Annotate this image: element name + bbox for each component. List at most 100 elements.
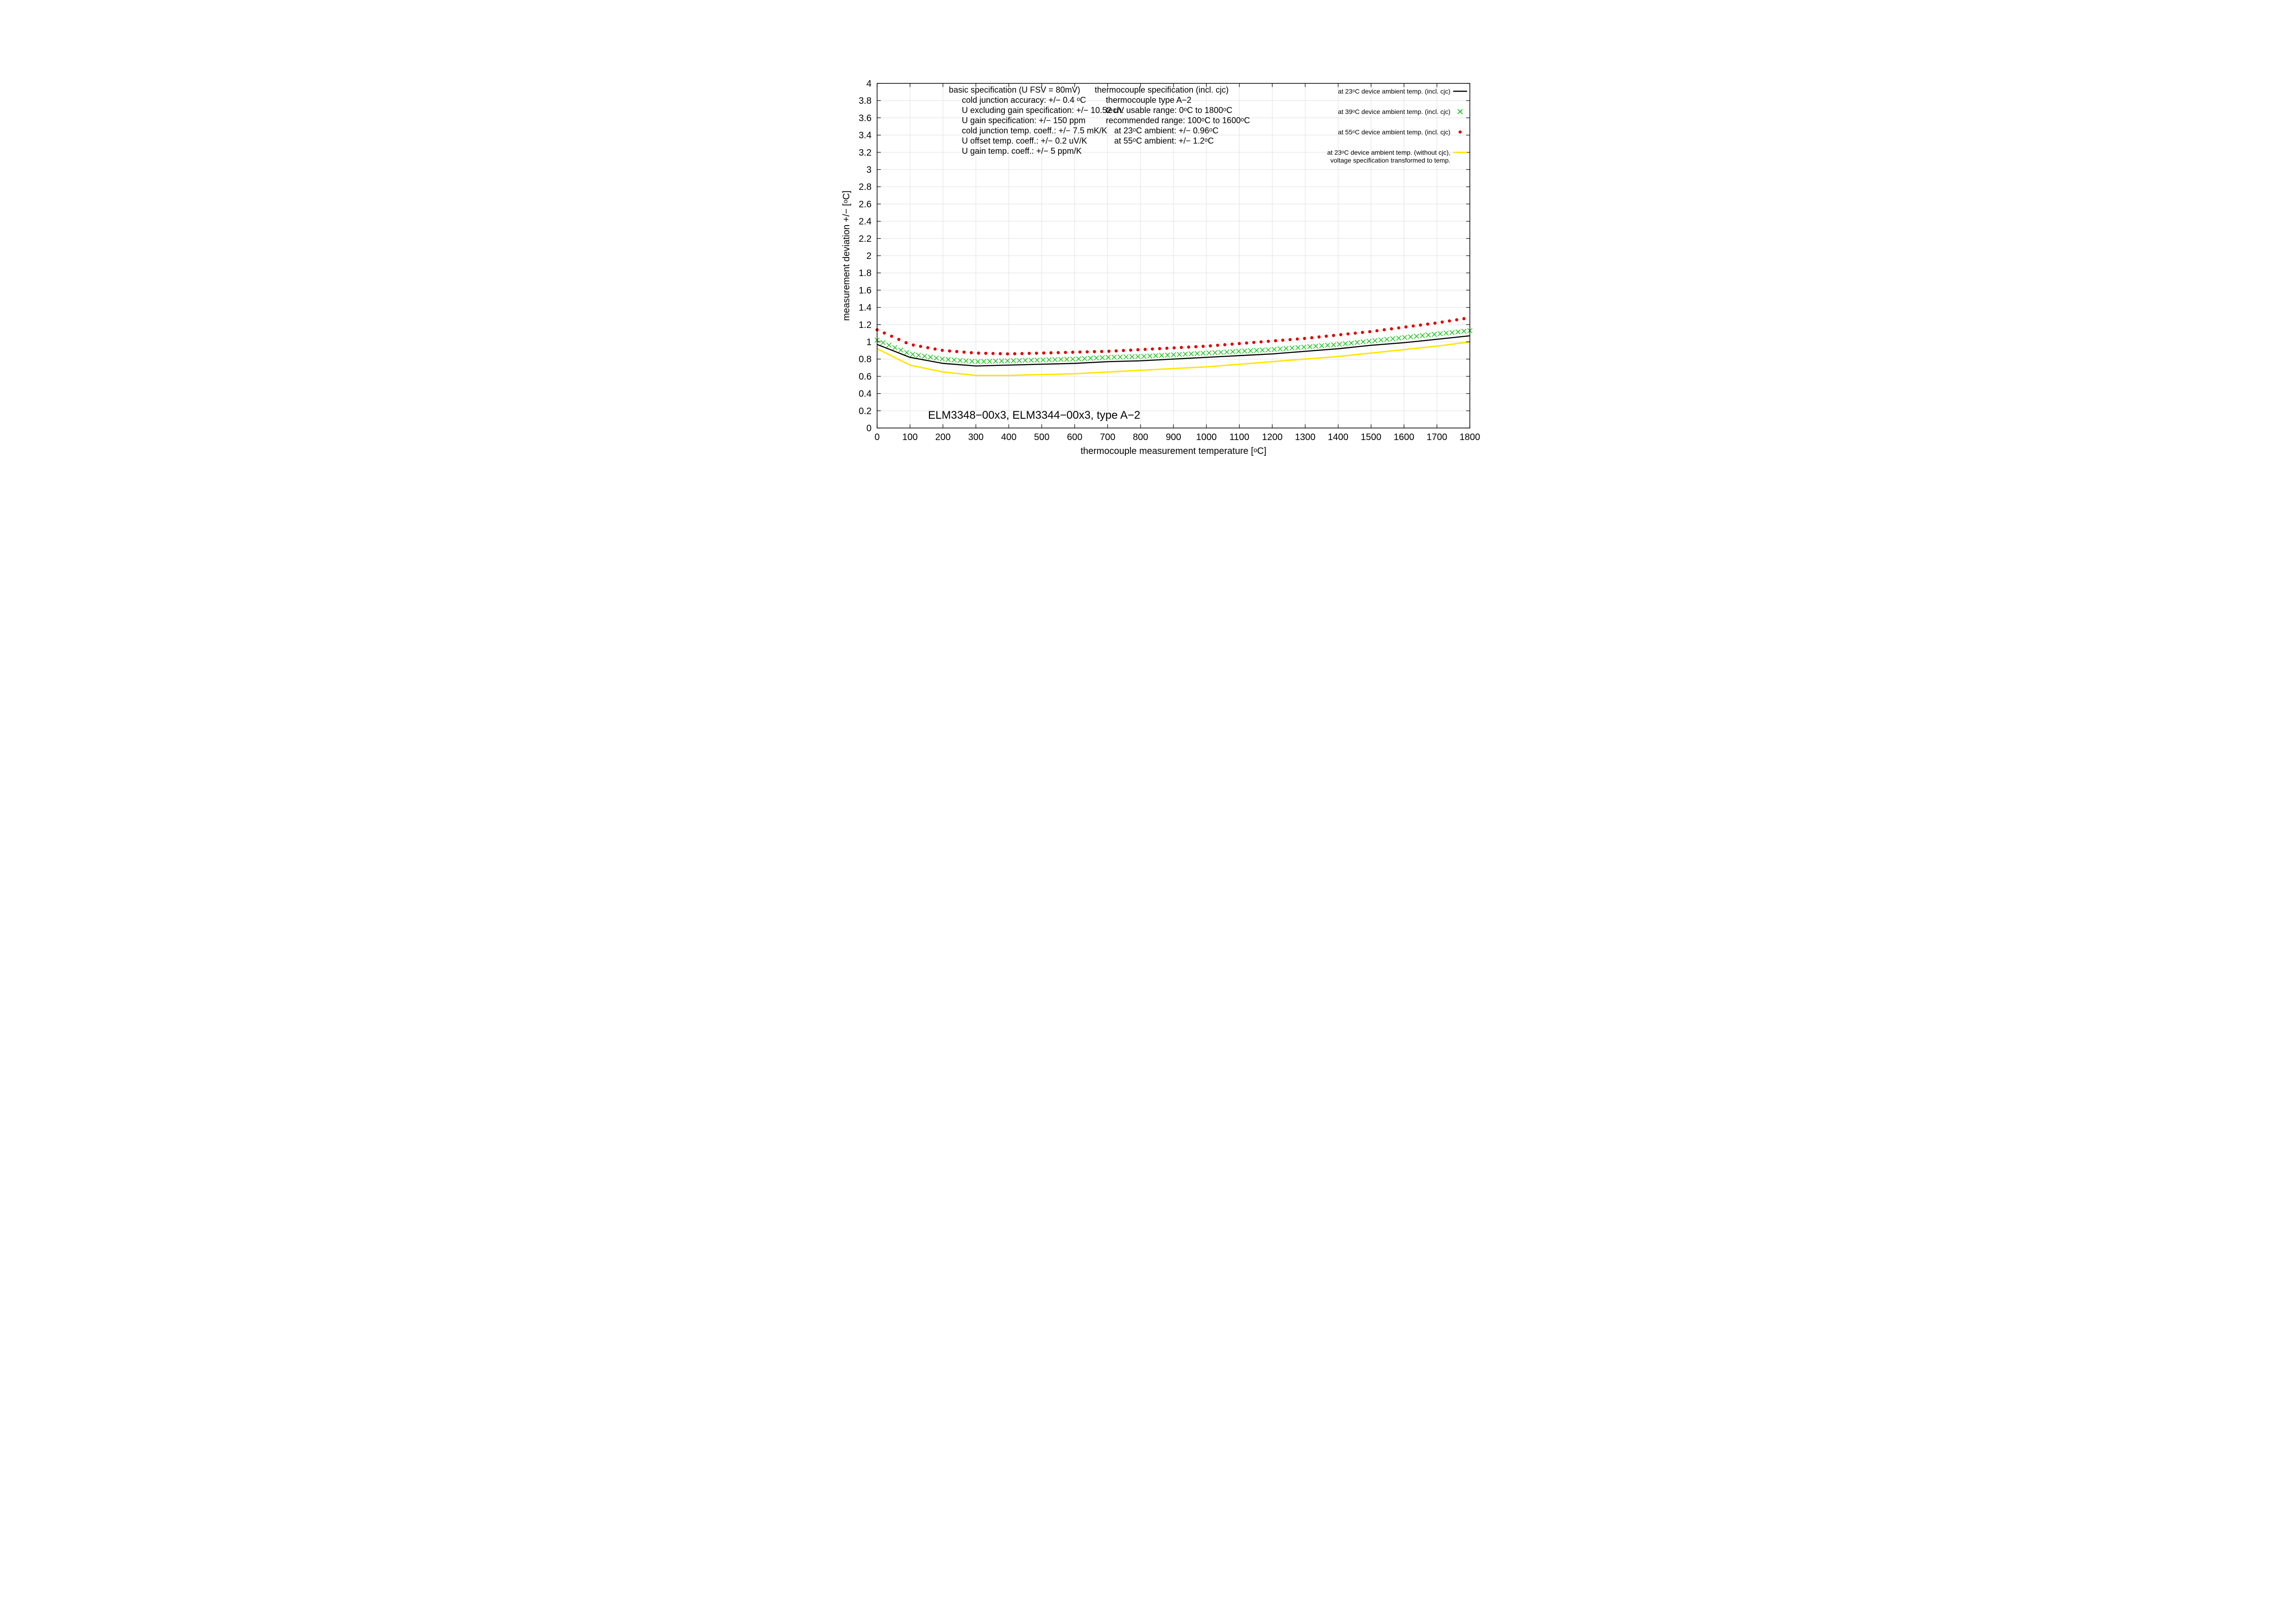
series-s55 bbox=[1238, 342, 1241, 345]
series-s55 bbox=[1071, 351, 1074, 354]
xtick-label: 1000 bbox=[1196, 432, 1217, 442]
series-s55 bbox=[912, 343, 915, 346]
series-s55 bbox=[1180, 346, 1183, 349]
ytick-label: 1.2 bbox=[859, 320, 872, 330]
series-s55 bbox=[1441, 321, 1444, 324]
series-s55 bbox=[1260, 340, 1263, 344]
series-s55 bbox=[1136, 348, 1140, 352]
legend-sample-s55 bbox=[1459, 131, 1462, 134]
ytick-label: 2.4 bbox=[859, 217, 872, 227]
basic-spec-line: U gain specification: +/− 150 ppm bbox=[962, 116, 1085, 125]
series-s55 bbox=[1216, 344, 1219, 347]
series-s55 bbox=[934, 347, 937, 351]
ytick-label: 3.4 bbox=[859, 131, 872, 141]
basic-spec-line: U excluding gain specification: +/− 10.5… bbox=[962, 106, 1124, 115]
series-s55 bbox=[1462, 317, 1466, 321]
series-s55 bbox=[1390, 327, 1393, 331]
series-s55 bbox=[1230, 343, 1234, 346]
tc-spec-line: thermocouple type A−2 bbox=[1106, 95, 1192, 105]
series-s55 bbox=[1035, 352, 1038, 355]
xtick-label: 1400 bbox=[1328, 432, 1349, 442]
series-s55 bbox=[1433, 321, 1437, 325]
series-s55 bbox=[1419, 323, 1422, 327]
xtick-label: 500 bbox=[1034, 432, 1049, 442]
series-s55 bbox=[883, 332, 886, 335]
xtick-label: 300 bbox=[968, 432, 984, 442]
series-s55 bbox=[1245, 341, 1248, 345]
ytick-label: 3.2 bbox=[859, 148, 872, 158]
ytick-label: 1 bbox=[866, 337, 872, 347]
series-s55 bbox=[1165, 346, 1168, 350]
series-s55 bbox=[1013, 352, 1016, 355]
series-s55 bbox=[1202, 345, 1205, 348]
ytick-label: 0.2 bbox=[859, 406, 872, 416]
ytick-label: 0.4 bbox=[859, 389, 872, 399]
series-s55 bbox=[1079, 351, 1082, 354]
xtick-label: 200 bbox=[935, 432, 951, 442]
series-s55 bbox=[1223, 343, 1227, 346]
series-s55 bbox=[1158, 347, 1161, 350]
series-s55 bbox=[1296, 337, 1299, 340]
ytick-label: 2.6 bbox=[859, 199, 872, 209]
ytick-label: 0.6 bbox=[859, 371, 872, 382]
basic-spec-line: cold junction temp. coeff.: +/− 7.5 mK/K bbox=[962, 126, 1107, 135]
series-s55 bbox=[1332, 334, 1335, 337]
series-s55 bbox=[904, 341, 908, 344]
xtick-label: 1500 bbox=[1361, 432, 1381, 442]
y-axis-label: measurement deviation +/− [oC] bbox=[841, 190, 852, 321]
series-s55 bbox=[955, 350, 959, 353]
basic-spec-line: U gain temp. coeff.: +/− 5 ppm/K bbox=[962, 146, 1082, 156]
series-s55 bbox=[1405, 325, 1408, 328]
series-s55 bbox=[1411, 324, 1415, 327]
series-s55 bbox=[1397, 326, 1400, 329]
series-s55 bbox=[1049, 351, 1053, 354]
series-s55 bbox=[1354, 332, 1357, 335]
tc-spec-line: tech. usable range: 0oC to 1800oC bbox=[1106, 106, 1232, 115]
series-s55 bbox=[1173, 346, 1176, 350]
basic-spec-line: U offset temp. coeff.: +/− 0.2 uV/K bbox=[962, 136, 1087, 145]
series-s55 bbox=[991, 352, 995, 355]
series-s55 bbox=[1122, 349, 1125, 352]
series-s55 bbox=[948, 349, 951, 352]
legend-label-s39: at 39oC device ambient temp. (incl. cjc) bbox=[1338, 108, 1450, 115]
series-s55 bbox=[1288, 338, 1292, 341]
series-s55 bbox=[919, 345, 922, 348]
series-s55 bbox=[1129, 348, 1132, 352]
legend-label-s23nocjc: at 23oC device ambient temp. (without cj… bbox=[1327, 149, 1450, 156]
series-s55 bbox=[1064, 351, 1067, 354]
series-s55 bbox=[1310, 336, 1313, 340]
chart-svg: 0100200300400500600700800900100011001200… bbox=[789, 0, 1507, 508]
series-s55 bbox=[1093, 350, 1096, 353]
series-s55 bbox=[1115, 349, 1118, 352]
series-s55 bbox=[1303, 337, 1306, 340]
xtick-label: 900 bbox=[1166, 432, 1181, 442]
series-s55 bbox=[1317, 335, 1321, 339]
series-s55 bbox=[1426, 322, 1430, 326]
series-s55 bbox=[1274, 339, 1277, 342]
series-s55 bbox=[977, 352, 980, 355]
series-s55 bbox=[1346, 332, 1349, 335]
ytick-label: 4 bbox=[866, 79, 872, 89]
series-s55 bbox=[1448, 319, 1451, 322]
xtick-label: 1700 bbox=[1427, 432, 1448, 442]
series-s55 bbox=[1267, 340, 1270, 343]
series-s55 bbox=[1020, 352, 1023, 355]
series-s55 bbox=[1143, 348, 1147, 351]
series-s55 bbox=[1455, 318, 1458, 321]
xtick-label: 1200 bbox=[1262, 432, 1283, 442]
series-s55 bbox=[1100, 350, 1104, 353]
ytick-label: 2.8 bbox=[859, 182, 872, 192]
series-s55 bbox=[1209, 344, 1212, 347]
series-s55 bbox=[1281, 339, 1285, 342]
basic-spec-line: cold junction accuracy: +/− 0.4 oC bbox=[962, 95, 1086, 105]
chart-footer: ELM3348−00x3, ELM3344−00x3, type A−2 bbox=[928, 409, 1140, 422]
legend-label-s55: at 55oC device ambient temp. (incl. cjc) bbox=[1338, 128, 1450, 136]
chart-container: 0100200300400500600700800900100011001200… bbox=[789, 0, 1507, 508]
xtick-label: 1100 bbox=[1230, 432, 1249, 442]
series-s55 bbox=[1368, 330, 1371, 334]
ytick-label: 3 bbox=[866, 165, 872, 175]
series-s55 bbox=[1028, 352, 1031, 355]
xtick-label: 100 bbox=[902, 432, 917, 442]
series-s55 bbox=[1339, 333, 1342, 336]
xtick-label: 400 bbox=[1001, 432, 1016, 442]
